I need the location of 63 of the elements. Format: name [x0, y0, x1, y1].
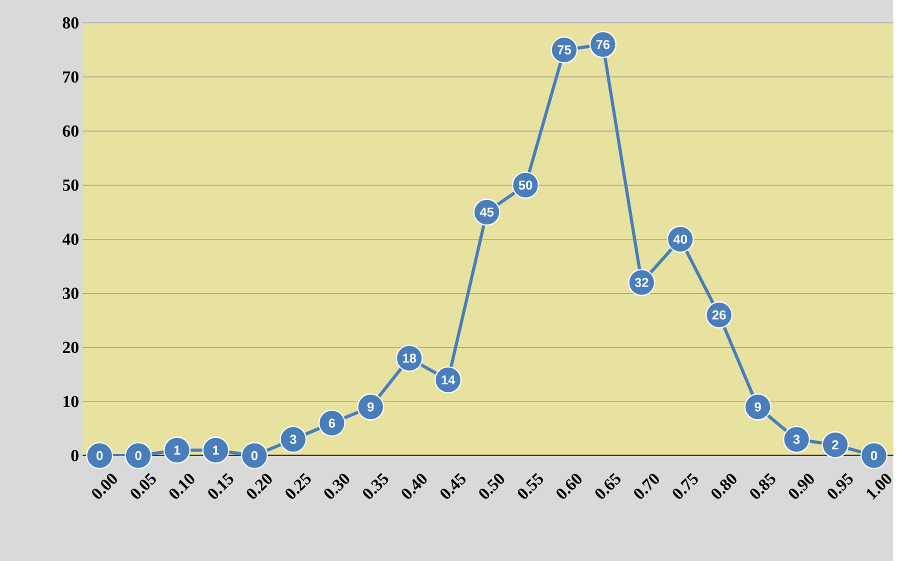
x-tick-label: 1.00 [866, 474, 892, 500]
data-label: 3 [793, 434, 800, 444]
x-tick-label: 0.55 [518, 472, 544, 499]
point [240, 442, 268, 470]
x-tick-label: 0.10 [169, 474, 194, 499]
data-label: 9 [754, 402, 761, 412]
data-label: 2 [832, 440, 838, 450]
y-tick-label: 50 [62, 179, 78, 191]
x-tick-label: 0.40 [402, 474, 427, 499]
x-tick-label: 0.75 [672, 472, 698, 499]
y-tick-label: 70 [63, 71, 78, 83]
data-label: 18 [403, 354, 416, 363]
x-tick-label: 0.50 [479, 474, 504, 499]
data-label: 76 [596, 40, 610, 50]
data-label: 0 [96, 451, 103, 460]
x-tick-label: 0.60 [556, 474, 582, 499]
x-tick-label: 0.80 [712, 474, 736, 499]
data-label: 75 [558, 45, 572, 54]
y-tick-label: 20 [62, 342, 78, 354]
x-tick-label: 0.00 [92, 474, 117, 499]
data-label: 1 [174, 446, 180, 455]
point [783, 426, 810, 453]
x-tick-label: 0.25 [286, 472, 311, 499]
x-tick-label: 0.30 [324, 474, 350, 499]
data-label: 32 [634, 278, 648, 288]
data-label: 45 [480, 208, 494, 217]
data-label: 0 [135, 451, 142, 460]
x-tick-label: 0.65 [595, 472, 620, 499]
data-label: 0 [251, 451, 258, 460]
point [860, 442, 888, 470]
point [86, 442, 114, 470]
y-tick-label: 10 [64, 396, 78, 408]
y-tick-label: 40 [62, 234, 78, 245]
x-tick-label: 0.95 [828, 472, 853, 499]
data-label: 50 [518, 180, 532, 190]
y-tick-label: 0 [71, 450, 78, 462]
y-tick-label: 30 [62, 288, 78, 300]
x-tick-label: 0.85 [750, 472, 776, 499]
x-tick-label: 0.35 [363, 472, 388, 499]
x-tick-label: 0.45 [440, 472, 466, 499]
point [280, 426, 307, 453]
data-label: 0 [870, 451, 878, 460]
point [822, 431, 849, 458]
x-tick-label: 0.15 [208, 472, 234, 499]
y-tick-label: 60 [62, 125, 78, 137]
x-tick-label: 0.05 [130, 472, 156, 499]
point [357, 393, 384, 420]
y-tick-label: 80 [62, 17, 78, 29]
data-label: 26 [712, 310, 726, 320]
data-label: 40 [673, 234, 688, 244]
x-tick-label: 0.70 [634, 474, 659, 499]
point [164, 436, 191, 464]
data-label: 9 [368, 402, 374, 412]
data-label: 1 [212, 446, 219, 455]
data-label: 6 [328, 418, 336, 428]
x-tick-label: 0.90 [788, 474, 814, 499]
x-tick-label: 0.20 [246, 474, 272, 499]
point [202, 436, 230, 464]
data-label: 14 [442, 375, 456, 384]
point [744, 393, 772, 420]
point [124, 442, 152, 470]
point [318, 410, 346, 437]
data-label: 3 [290, 434, 296, 444]
